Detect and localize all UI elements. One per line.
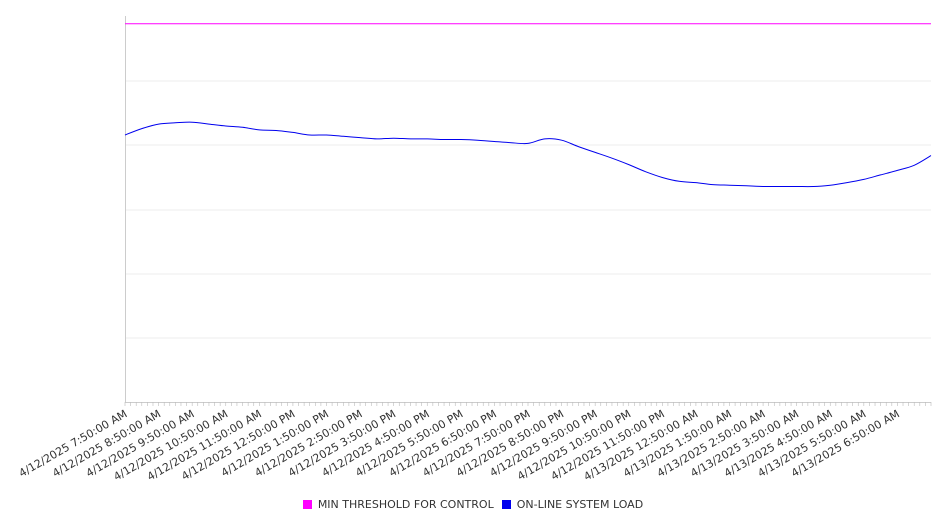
legend-label-threshold: MIN THRESHOLD FOR CONTROL xyxy=(317,498,494,511)
legend-swatch-system-load xyxy=(501,500,511,509)
series xyxy=(124,23,932,188)
legend: MIN THRESHOLD FOR CONTROL ON-LINE SYSTEM… xyxy=(0,498,946,511)
legend-swatch-threshold xyxy=(302,500,312,509)
axes xyxy=(124,16,932,406)
series-line-system-load xyxy=(124,121,932,188)
legend-item-threshold[interactable]: MIN THRESHOLD FOR CONTROL xyxy=(302,498,494,511)
gridlines xyxy=(125,80,931,339)
x-tick-labels: 4/12/2025 7:50:00 AM4/12/2025 8:50:00 AM… xyxy=(17,407,902,483)
legend-item-system-load[interactable]: ON-LINE SYSTEM LOAD xyxy=(501,498,644,511)
legend-label-system-load: ON-LINE SYSTEM LOAD xyxy=(516,498,644,511)
